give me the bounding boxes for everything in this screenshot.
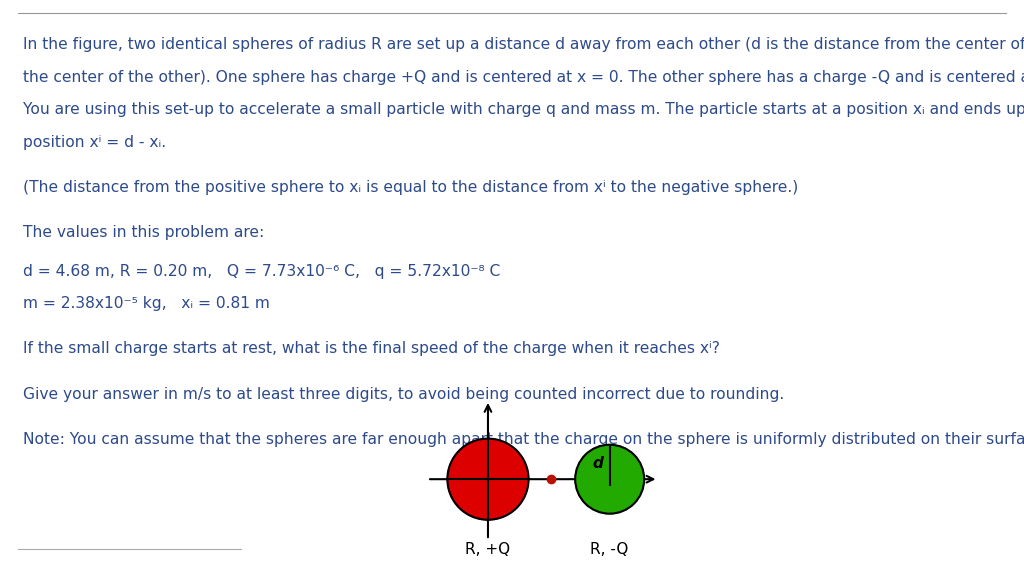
Text: In the figure, two identical spheres of radius R are set up a distance d away fr: In the figure, two identical spheres of …	[23, 37, 1024, 52]
Text: If the small charge starts at rest, what is the final speed of the charge when i: If the small charge starts at rest, what…	[23, 341, 720, 356]
Text: the center of the other). One sphere has charge +Q and is centered at x = 0. The: the center of the other). One sphere has…	[23, 70, 1024, 85]
Text: The values in this problem are:: The values in this problem are:	[23, 225, 264, 240]
Text: m = 2.38x10⁻⁵ kg,   xᵢ = 0.81 m: m = 2.38x10⁻⁵ kg, xᵢ = 0.81 m	[23, 296, 269, 311]
Circle shape	[575, 445, 644, 514]
Text: (The distance from the positive sphere to xᵢ is equal to the distance from xⁱ to: (The distance from the positive sphere t…	[23, 180, 798, 195]
Circle shape	[447, 439, 528, 520]
Text: Note: You can assume that the spheres are far enough apart that the charge on th: Note: You can assume that the spheres ar…	[23, 432, 1024, 447]
Text: Give your answer in m/s to at least three digits, to avoid being counted incorre: Give your answer in m/s to at least thre…	[23, 387, 783, 401]
Text: You are using this set-up to accelerate a small particle with charge q and mass : You are using this set-up to accelerate …	[23, 102, 1024, 117]
Text: d = 4.68 m, R = 0.20 m,   Q = 7.73x10⁻⁶ C,   q = 5.72x10⁻⁸ C: d = 4.68 m, R = 0.20 m, Q = 7.73x10⁻⁶ C,…	[23, 264, 500, 279]
Text: position xⁱ = d - xᵢ.: position xⁱ = d - xᵢ.	[23, 135, 166, 150]
Text: R, +Q: R, +Q	[465, 542, 511, 557]
Text: d: d	[593, 456, 604, 471]
Text: R, -Q: R, -Q	[591, 542, 629, 557]
